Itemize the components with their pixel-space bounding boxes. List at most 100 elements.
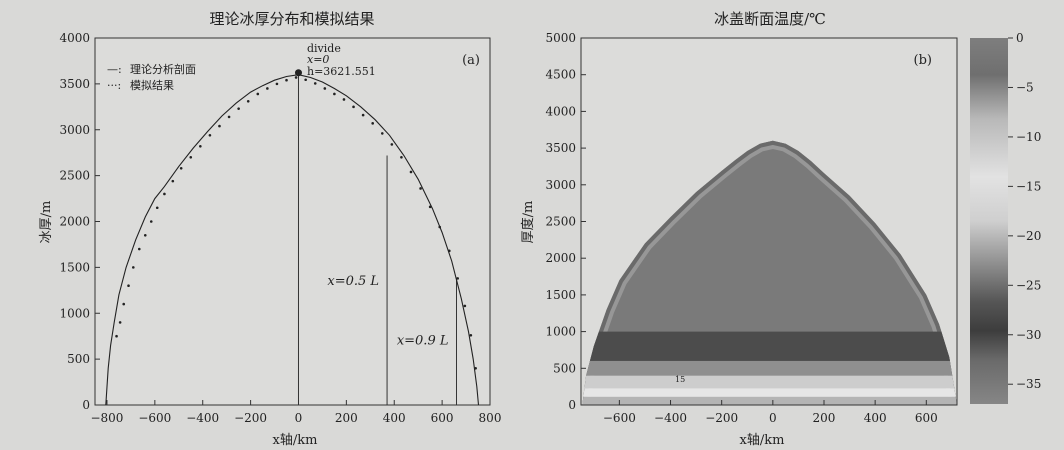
panel-a-y-tick-label: 3000 (59, 123, 90, 137)
legend-label-theory: 理论分析剖面 (130, 62, 196, 76)
panel-a-x-tick-label: 800 (479, 411, 502, 425)
divide-x-label: x=0 (307, 53, 329, 66)
colorbar-tick-label: −20 (1016, 229, 1041, 243)
colorbar-tick-label: −30 (1016, 328, 1041, 342)
model-point (456, 277, 459, 280)
panel-b-x-ticks: −600 −400 −200 0 200 400 600 (603, 400, 938, 425)
model-point (163, 192, 166, 196)
basal-band-mid (582, 360, 957, 376)
model-point (419, 187, 422, 190)
panel-a-x-tick-label: 400 (383, 411, 406, 425)
divide-marker (294, 69, 302, 77)
colorbar-tick-label: −10 (1016, 130, 1041, 144)
panel-a-label: (a) (462, 53, 480, 68)
panel-a-y-tick-label: 3500 (59, 77, 90, 91)
panel-b-title: 冰盖断面温度/℃ (714, 10, 826, 28)
colorbar-ticks: 0 −5 −10 −15 −20 −25 −30 −35 (1008, 31, 1041, 391)
theory-profile-line (105, 74, 480, 405)
panel-b: 冰盖断面温度/℃ (b) 15 −600 −400 −200 0 200 400 600 0… (520, 10, 1041, 448)
panel-b-y-tick-label: 3500 (545, 141, 576, 155)
model-point (227, 115, 231, 119)
model-point (371, 122, 374, 125)
model-point (122, 302, 126, 306)
legend-marker-dotted: ···: (107, 79, 121, 92)
panel-a-y-tick-label: 2000 (59, 215, 90, 229)
colorbar-tick-label: −35 (1016, 377, 1041, 391)
model-point (199, 144, 202, 148)
panel-b-y-tick-label: 2500 (545, 215, 576, 229)
model-point (118, 321, 122, 324)
model-point (256, 92, 260, 96)
model-point (333, 92, 336, 96)
panel-a-plot-frame (94, 37, 491, 406)
panel-b-x-axis-label: x轴/km (740, 433, 785, 448)
colorbar-tick-label: −5 (1016, 80, 1034, 94)
basal-band-cold (582, 331, 957, 361)
model-point (448, 249, 451, 253)
model-point (208, 133, 212, 137)
model-point (400, 155, 403, 159)
panel-b-x-tick-label: −600 (603, 411, 636, 425)
panel-b-y-axis-label: 厚度/m (520, 201, 536, 244)
legend-label-model: 模拟结果 (130, 78, 174, 92)
panel-a-x-tick-label: −800 (90, 411, 123, 425)
model-point (438, 225, 442, 229)
model-point (409, 170, 413, 174)
model-point (155, 206, 159, 210)
panel-a-y-tick-label: 1500 (59, 260, 90, 274)
basal-band-light (582, 375, 957, 389)
section-line-label: x=0.9 L (397, 334, 449, 349)
basal-band-lightest (582, 388, 957, 397)
panel-b-y-tick-label: 4000 (545, 104, 576, 118)
model-point (285, 78, 288, 82)
contour-label-15: 15 (675, 375, 685, 384)
panel-a-x-tick-label: 0 (295, 411, 303, 425)
panel-b-y-tick-label: 0 (568, 398, 576, 412)
panel-a-x-tick-label: −400 (186, 411, 219, 425)
model-point (266, 87, 269, 90)
panel-b-x-tick-label: 400 (864, 411, 887, 425)
panel-b-y-tick-label: 3000 (545, 178, 576, 192)
model-point (237, 107, 240, 110)
panel-a-y-ticks: 0 500 1000 1500 2000 2500 3000 3500 4000 (59, 31, 100, 412)
panel-a-y-tick-label: 500 (67, 352, 90, 366)
panel-b-y-tick-label: 4500 (545, 68, 576, 82)
model-point (313, 82, 317, 85)
colorbar-tick-label: −15 (1016, 179, 1041, 193)
colorbar-tick-label: −25 (1016, 278, 1041, 292)
panel-a: 理论冰厚分布和模拟结果 (a) −800 −600 −400 −200 0 200 400 6… (39, 10, 501, 448)
model-point (137, 247, 141, 251)
panel-b-y-tick-label: 1500 (545, 288, 576, 302)
model-point (352, 105, 355, 109)
model-point (115, 334, 118, 338)
panel-b-y-ticks: 0 500 1000 1500 2000 2500 3000 3500 4000 4500 5000 (545, 31, 586, 412)
panel-a-x-axis-label: x轴/km (273, 433, 318, 448)
model-point (143, 233, 147, 237)
panel-b-label: (b) (914, 53, 932, 68)
model-point (463, 304, 467, 308)
panel-a-y-tick-label: 0 (82, 398, 90, 412)
panel-b-x-tick-label: −400 (654, 411, 687, 425)
model-point (469, 333, 473, 337)
panel-b-x-tick-label: 200 (813, 411, 836, 425)
panel-a-x-tick-label: 600 (431, 411, 454, 425)
panel-b-y-tick-label: 500 (553, 361, 576, 375)
panel-a-y-tick-label: 2500 (59, 169, 90, 183)
section-line-label: x=0.5 L (327, 274, 379, 289)
divide-h-label: h=3621.551 (307, 65, 376, 78)
model-point (361, 113, 365, 117)
panel-b-y-tick-label: 1000 (545, 325, 576, 339)
legend-marker-solid: —: (107, 63, 122, 76)
panel-b-x-tick-label: −200 (705, 411, 738, 425)
colorbar-tick-label: 0 (1016, 31, 1024, 45)
panel-b-y-tick-label: 5000 (545, 31, 576, 45)
panel-a-x-tick-label: −600 (138, 411, 171, 425)
model-point (323, 87, 327, 90)
panel-a-x-tick-label: −200 (234, 411, 267, 425)
panel-a-legend: —: 理论分析剖面 ···: 模拟结果 (107, 62, 196, 92)
panel-b-x-tick-label: 600 (915, 411, 938, 425)
panel-a-y-axis-label: 冰厚/m (39, 201, 54, 244)
divide-label: divide (307, 42, 341, 55)
model-point (218, 124, 221, 128)
